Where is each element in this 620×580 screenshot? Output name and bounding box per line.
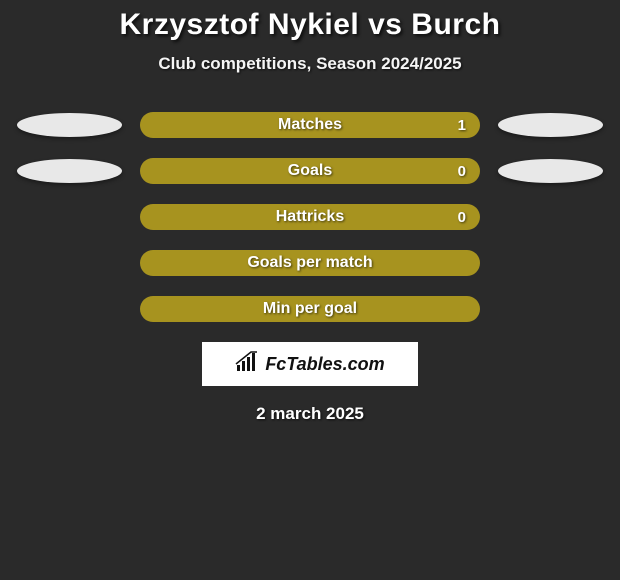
stat-row: Goals per match — [0, 250, 620, 276]
stat-row: Min per goal — [0, 296, 620, 322]
stat-row: Goals 0 — [0, 158, 620, 184]
date-label: 2 march 2025 — [0, 404, 620, 424]
stat-label: Goals — [288, 162, 332, 180]
page-title: Krzysztof Nykiel vs Burch — [0, 8, 620, 42]
stat-row: Hattricks 0 — [0, 204, 620, 230]
right-value-ellipse — [498, 159, 603, 183]
logo-text: FcTables.com — [265, 354, 384, 375]
stat-rows: Matches 1 Goals 0 Hattricks 0 Goals — [0, 112, 620, 322]
subtitle: Club competitions, Season 2024/2025 — [0, 54, 620, 74]
stat-value: 0 — [458, 209, 466, 226]
right-value-ellipse — [498, 113, 603, 137]
logo-badge: FcTables.com — [202, 342, 418, 386]
stat-value: 0 — [458, 163, 466, 180]
barchart-icon — [235, 351, 261, 378]
stat-bar: Hattricks 0 — [140, 204, 480, 230]
stat-label: Goals per match — [247, 254, 372, 272]
stats-comparison-card: Krzysztof Nykiel vs Burch Club competiti… — [0, 0, 620, 424]
stat-label: Matches — [278, 116, 342, 134]
stat-label: Hattricks — [276, 208, 344, 226]
stat-row: Matches 1 — [0, 112, 620, 138]
stat-label: Min per goal — [263, 300, 357, 318]
left-value-ellipse — [17, 113, 122, 137]
stat-value: 1 — [458, 117, 466, 134]
stat-bar: Goals per match — [140, 250, 480, 276]
stat-bar: Goals 0 — [140, 158, 480, 184]
left-value-ellipse — [17, 159, 122, 183]
stat-bar: Matches 1 — [140, 112, 480, 138]
stat-bar: Min per goal — [140, 296, 480, 322]
